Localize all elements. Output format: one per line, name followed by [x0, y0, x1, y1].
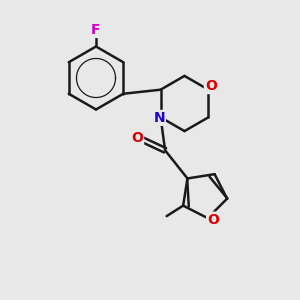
Text: O: O — [131, 131, 143, 145]
Text: O: O — [207, 213, 219, 226]
Text: O: O — [205, 79, 217, 93]
Text: N: N — [153, 111, 165, 125]
Text: F: F — [91, 23, 101, 37]
